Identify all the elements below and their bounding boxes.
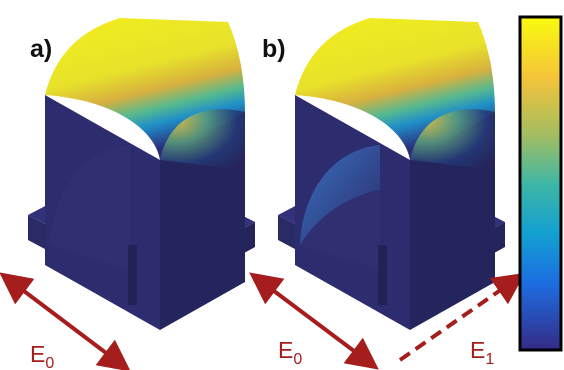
field-subscript: 1 [485, 351, 494, 368]
field-subscript: 0 [45, 355, 54, 370]
panel-label: a) [30, 35, 52, 63]
field-label: E0 [278, 337, 302, 368]
field-symbol: E [278, 337, 293, 363]
panel-label: b) [262, 35, 286, 63]
field-symbol: E [470, 337, 485, 363]
colorbar [520, 17, 561, 350]
field-symbol: E [30, 341, 45, 367]
field-label: E1 [470, 337, 494, 368]
figure: a) b) E0 E0 E1 [0, 0, 564, 370]
field-subscript: 0 [293, 351, 302, 368]
model-a [28, 18, 255, 330]
model-b [278, 18, 505, 330]
field-label: E0 [30, 341, 54, 370]
